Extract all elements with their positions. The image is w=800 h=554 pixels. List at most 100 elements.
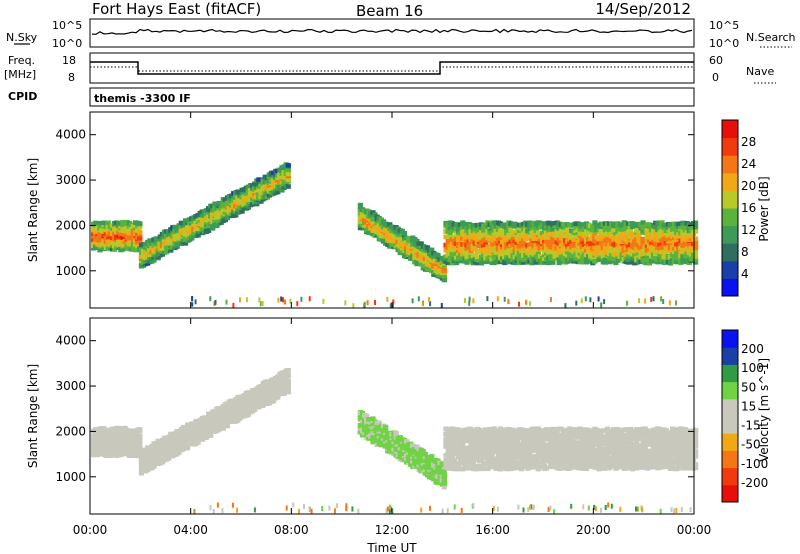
data-cell: [516, 231, 522, 236]
data-cell: [627, 228, 634, 234]
data-cell: [410, 443, 416, 448]
data-cell: [487, 254, 493, 260]
data-cell: [128, 233, 134, 238]
cpid-program: themis -3300 IF: [94, 92, 191, 105]
noise-left-label: N.Sky: [6, 31, 38, 44]
data-cell: [232, 302, 235, 308]
data-cell: [674, 249, 680, 255]
freq-right-tick-bottom: 0: [712, 71, 719, 84]
data-cell: [636, 238, 642, 244]
data-cell: [661, 222, 667, 228]
data-cell: [401, 231, 408, 236]
data-cell: [285, 163, 291, 168]
data-cell: [693, 250, 699, 255]
data-cell: [233, 212, 239, 218]
data-cell: [592, 220, 598, 225]
data-cell: [667, 260, 673, 266]
data-cell: [91, 452, 97, 458]
data-cell: [441, 478, 447, 484]
data-cell: [435, 252, 441, 258]
data-cell: [598, 241, 604, 246]
data-cell: [667, 238, 673, 244]
freq-right-label: Nave: [746, 65, 774, 78]
data-cell: [308, 296, 311, 302]
data-cell: [602, 257, 608, 263]
data-cell: [460, 455, 466, 460]
data-cell: [122, 445, 128, 451]
data-cell: [451, 457, 457, 463]
data-cell: [554, 233, 560, 239]
data-cell: [191, 296, 194, 301]
data-cell: [486, 296, 489, 302]
data-cell: [212, 201, 218, 207]
data-cell: [404, 439, 410, 444]
data-cell: [688, 233, 694, 239]
data-cell: [289, 298, 292, 304]
data-cell: [500, 239, 506, 245]
data-cell: [686, 242, 692, 247]
data-cell: [583, 259, 590, 265]
y-tick-label: 1000: [55, 264, 86, 278]
data-cell: [653, 230, 659, 235]
data-cell: [667, 242, 673, 247]
data-cell: [693, 236, 699, 241]
data-cell: [447, 239, 453, 245]
data-cell: [549, 297, 552, 302]
data-cell: [652, 296, 655, 302]
data-cell: [451, 234, 457, 239]
data-cell: [285, 372, 291, 378]
data-cell: [189, 421, 195, 426]
data-cell: [279, 188, 285, 193]
data-cell: [427, 297, 430, 303]
data-cell: [282, 297, 284, 303]
data-cell: [668, 300, 671, 306]
cpid-panel: [89, 87, 695, 107]
data-cell: [224, 423, 231, 429]
data-cell: [441, 277, 447, 283]
data-cell: [380, 236, 387, 242]
data-cell: [693, 220, 699, 226]
data-cell: [233, 193, 239, 199]
data-cell: [600, 253, 606, 259]
data-cell: [97, 247, 103, 253]
data-cell: [684, 245, 690, 251]
noise-panel: [89, 18, 695, 48]
data-cell: [185, 445, 191, 451]
data-cell: [602, 234, 608, 239]
data-cell: [597, 296, 600, 302]
y-tick-label: 2000: [55, 218, 86, 232]
data-cell: [600, 302, 603, 308]
radar-title: Fort Hays East (fitACF): [92, 0, 261, 18]
data-cell: [112, 435, 118, 440]
data-cell: [460, 440, 466, 445]
data-cell: [625, 260, 631, 265]
data-cell: [562, 225, 569, 230]
data-cell: [285, 176, 291, 182]
data-cell: [441, 273, 447, 279]
data-cell: [609, 234, 615, 239]
data-cell: [239, 297, 241, 303]
data-cell: [468, 296, 471, 302]
data-cell: [525, 299, 528, 305]
data-cell: [414, 238, 420, 244]
data-cell: [137, 230, 143, 235]
data-cell: [137, 234, 143, 240]
cpid-label: CPID: [8, 90, 37, 103]
data-cell: [126, 235, 132, 241]
data-cell: [648, 244, 655, 249]
data-cell: [449, 228, 455, 233]
data-cell: [550, 236, 556, 241]
data-cell: [646, 222, 652, 227]
data-cell: [619, 223, 625, 229]
data-cell: [567, 230, 573, 236]
data-cell: [693, 254, 699, 259]
data-cell: [594, 254, 600, 260]
data-cell: [208, 431, 214, 437]
data-cell: [560, 222, 566, 227]
data-cell: [550, 260, 556, 265]
data-cell: [411, 298, 414, 304]
data-cell: [470, 460, 476, 466]
data-cell: [420, 449, 426, 454]
